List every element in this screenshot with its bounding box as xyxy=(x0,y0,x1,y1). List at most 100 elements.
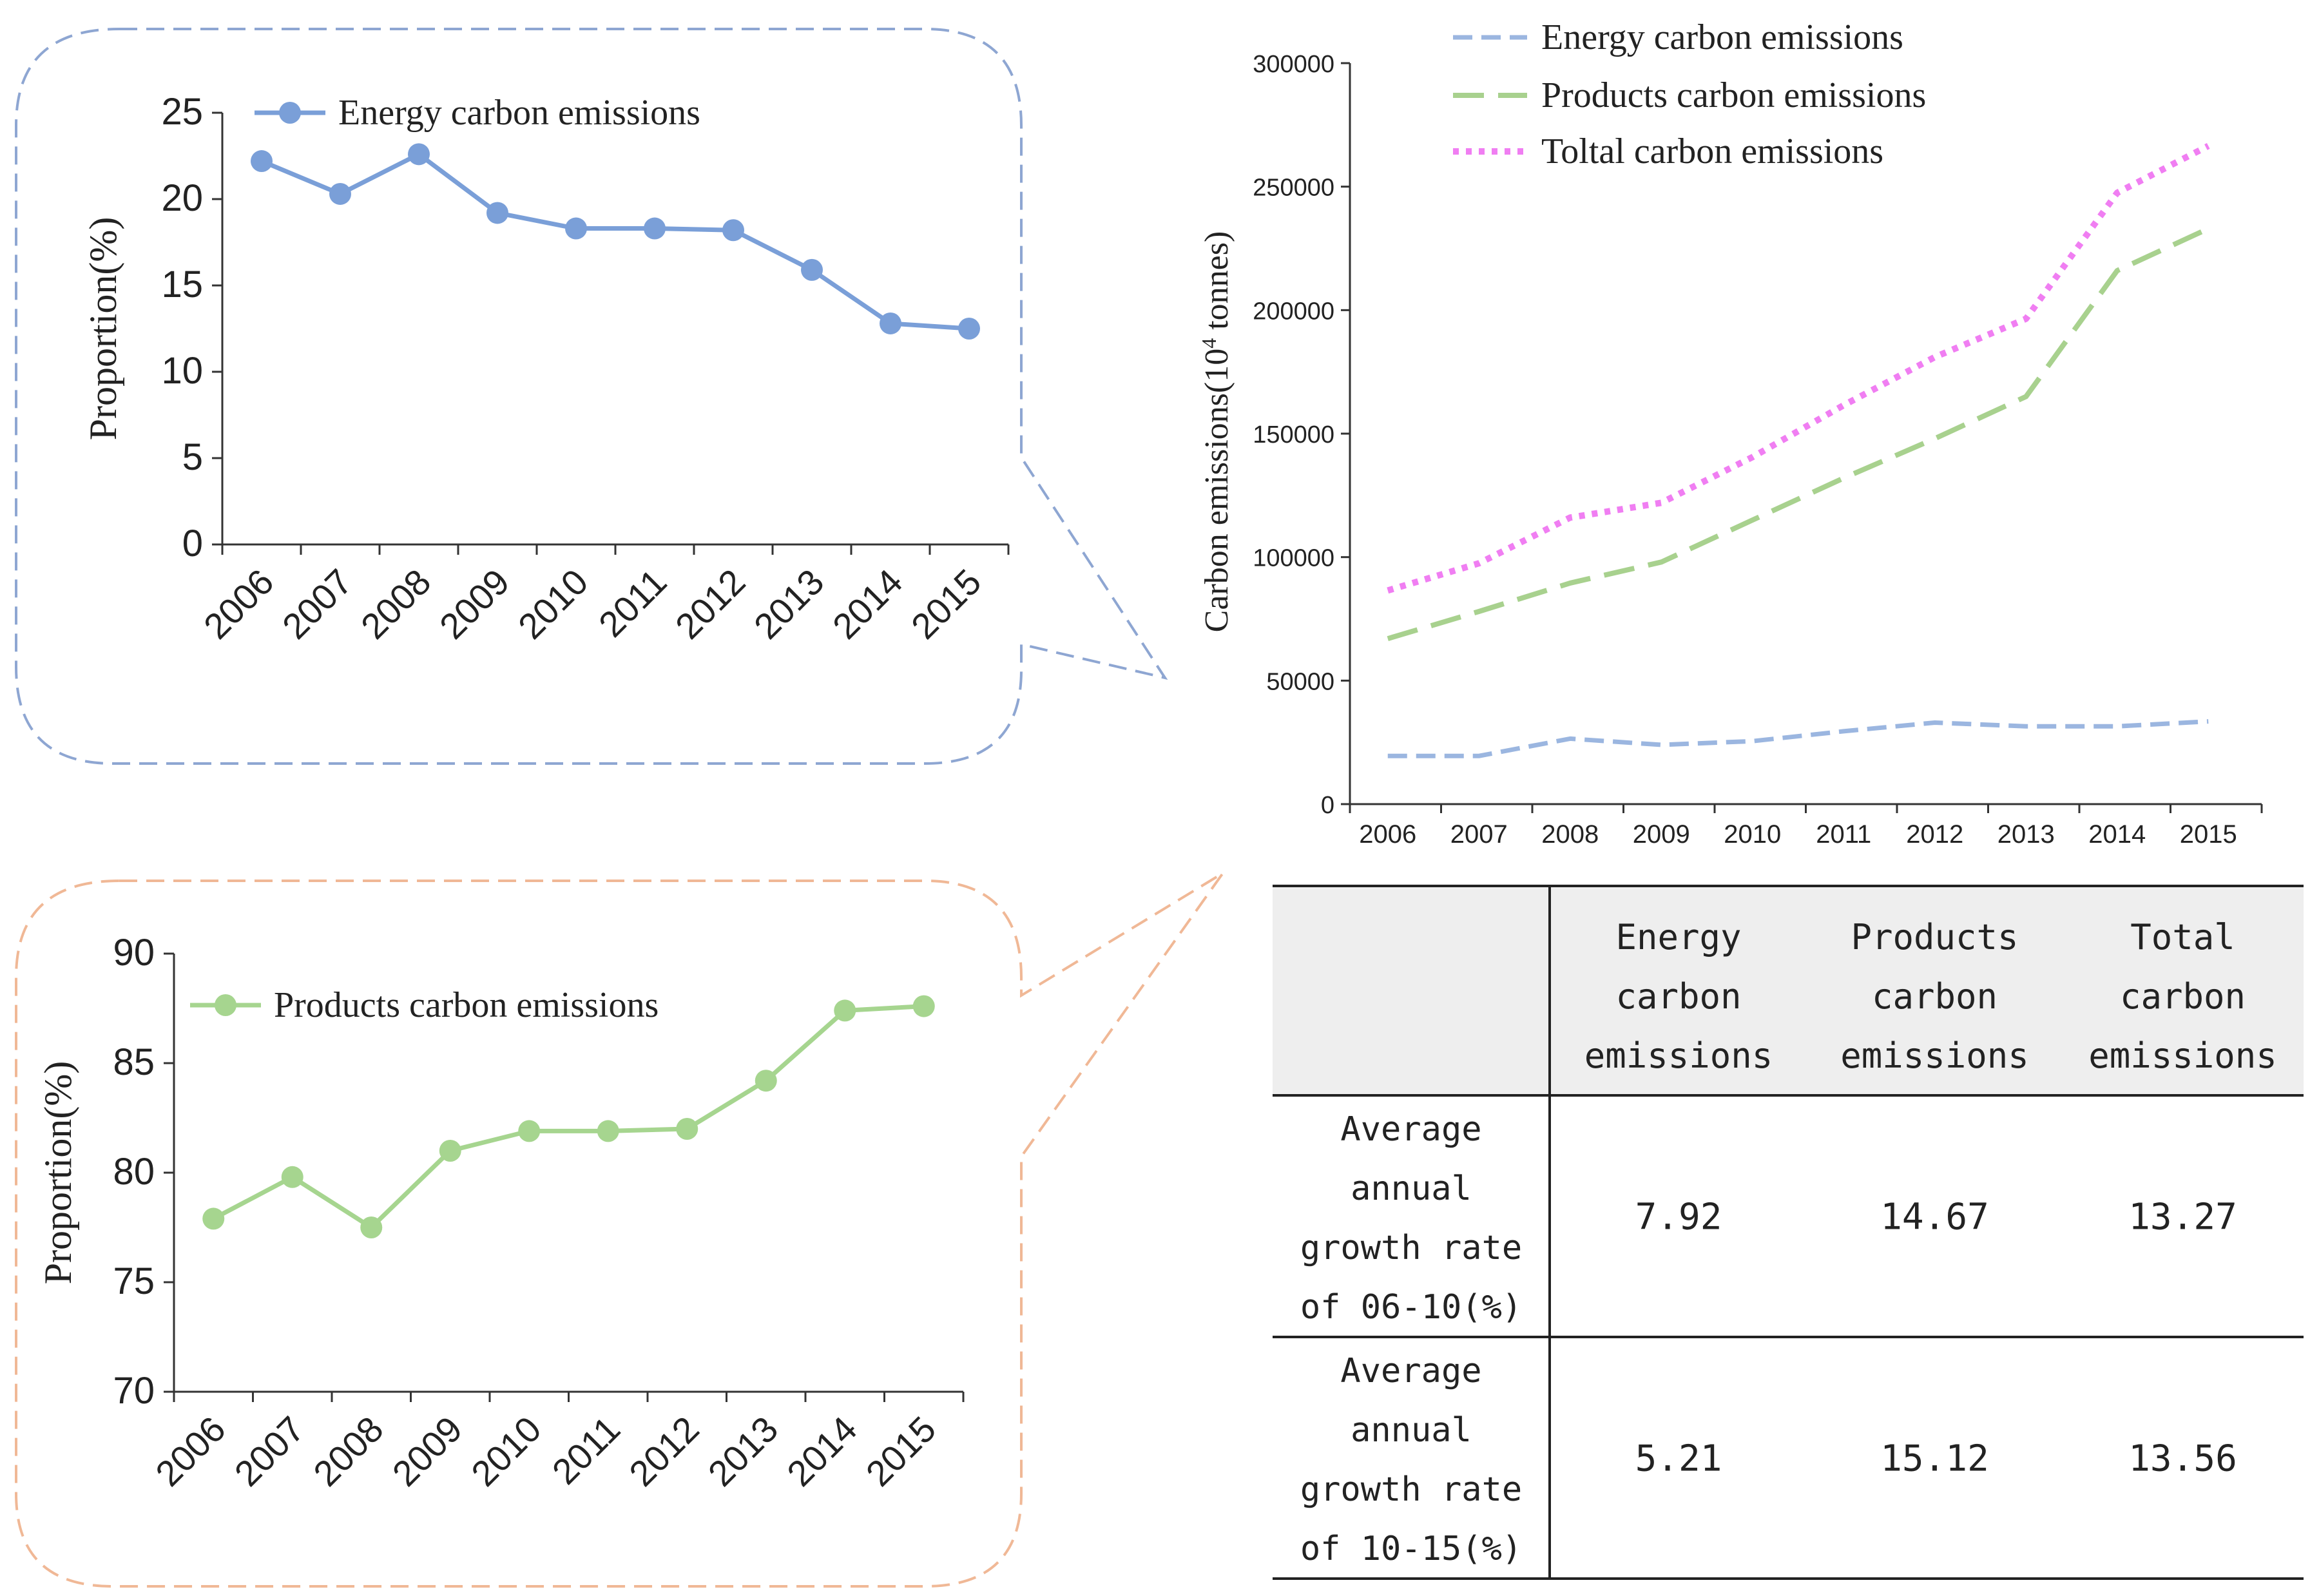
data-point xyxy=(486,202,508,224)
y-tick-label: 25 xyxy=(161,91,203,133)
legend-swatch-marker xyxy=(279,102,301,124)
x-tick-label: 2011 xyxy=(544,1409,628,1492)
data-point xyxy=(755,1070,777,1092)
x-tick-label: 2009 xyxy=(1633,820,1690,849)
y-tick-label: 300000 xyxy=(1253,51,1334,78)
x-tick-label: 2008 xyxy=(1541,820,1599,849)
y-axis-title: Proportion(%) xyxy=(37,1061,79,1285)
x-tick-label: 2007 xyxy=(274,561,360,647)
x-tick-label: 2014 xyxy=(2088,820,2146,849)
y-tick-label: 50000 xyxy=(1266,668,1334,695)
table-cell: 5.21 xyxy=(1635,1438,1722,1480)
x-tick-label: 2009 xyxy=(432,561,517,647)
x-tick-label: 2012 xyxy=(621,1409,707,1494)
table-row-label-line: of 10-15(%) xyxy=(1300,1530,1522,1568)
x-tick-label: 2006 xyxy=(1359,820,1416,849)
y-tick-label: 85 xyxy=(113,1041,155,1083)
y-tick-label: 250000 xyxy=(1253,175,1334,202)
x-tick-label: 2007 xyxy=(1450,820,1508,849)
data-point xyxy=(958,318,980,340)
data-point xyxy=(518,1120,541,1142)
products-proportion-chart: 7075808590200620072008200920102011201220… xyxy=(37,932,965,1494)
table-header-cell-line: carbon xyxy=(2120,976,2246,1017)
x-tick-label: 2014 xyxy=(825,561,910,647)
x-tick-label: 2015 xyxy=(858,1409,944,1494)
table-row-label-line: growth rate xyxy=(1300,1470,1522,1509)
data-point xyxy=(880,312,901,334)
y-axis-title-unit: tonnes) xyxy=(1198,231,1235,338)
x-tick-label: 2013 xyxy=(1997,820,2055,849)
legend-label: Energy carbon emissions xyxy=(338,93,700,133)
data-point xyxy=(644,217,666,240)
energy-proportion-chart: 0510152025200620072008200920102011201220… xyxy=(82,91,1010,647)
table-cell: 13.56 xyxy=(2128,1438,2237,1480)
table-header-cell-line: carbon xyxy=(1615,976,1741,1017)
x-tick-label: 2013 xyxy=(700,1409,786,1494)
table-cell: 15.12 xyxy=(1880,1438,1989,1480)
table-row-label-line: Average xyxy=(1340,1352,1481,1390)
x-tick-label: 2013 xyxy=(746,561,832,647)
data-point xyxy=(801,258,823,281)
series-line xyxy=(260,151,970,331)
x-tick-label: 2010 xyxy=(510,561,596,647)
series-line xyxy=(1387,719,2209,758)
series-line xyxy=(1387,226,2209,642)
data-point xyxy=(565,217,587,240)
legend-label: Products carbon emissions xyxy=(274,985,659,1025)
x-tick-label: 2008 xyxy=(353,561,439,647)
y-tick-label: 10 xyxy=(161,350,203,392)
x-tick-label: 2014 xyxy=(779,1409,865,1494)
data-point xyxy=(360,1216,383,1238)
data-point xyxy=(408,143,430,166)
x-tick-label: 2006 xyxy=(148,1409,233,1494)
x-tick-label: 2008 xyxy=(305,1409,391,1494)
y-tick-label: 5 xyxy=(182,436,203,478)
x-tick-label: 2011 xyxy=(591,561,675,645)
table-header-cell-line: Energy xyxy=(1615,917,1741,957)
y-tick-label: 70 xyxy=(113,1370,155,1412)
y-axis-title: Carbon emissions(104 tonnes) xyxy=(1197,231,1235,633)
callout-products-bubble xyxy=(15,872,1224,1588)
legend-label: Energy carbon emissions xyxy=(1541,17,1903,57)
y-axis-title: Proportion(%) xyxy=(82,217,124,441)
table-header-cell-line: carbon xyxy=(1872,976,1997,1017)
series-line xyxy=(212,1004,924,1230)
y-tick-label: 0 xyxy=(1321,792,1334,819)
data-point xyxy=(251,150,273,173)
y-tick-label: 100000 xyxy=(1253,545,1334,572)
data-point xyxy=(722,219,744,242)
legend-label: Toltal carbon emissions xyxy=(1541,131,1883,171)
y-tick-label: 80 xyxy=(113,1151,155,1193)
data-point xyxy=(834,999,856,1022)
y-axis-title-text: Carbon emissions(10 xyxy=(1198,349,1235,633)
table-row-label-line: annual xyxy=(1351,1169,1472,1208)
table-row-label-line: of 06-10(%) xyxy=(1300,1288,1522,1327)
table-row-label-line: Average xyxy=(1340,1110,1481,1149)
y-tick-label: 15 xyxy=(161,264,203,305)
data-point xyxy=(202,1207,225,1230)
y-axis-title-superscript: 4 xyxy=(1197,338,1220,349)
x-tick-label: 2011 xyxy=(1816,820,1871,849)
callout-energy-bubble xyxy=(15,28,1168,765)
table-header-cell-line: Products xyxy=(1851,917,2018,957)
y-tick-label: 20 xyxy=(161,177,203,219)
x-tick-label: 2010 xyxy=(1724,820,1781,849)
table-header-cell-line: emissions xyxy=(1840,1035,2029,1076)
data-point xyxy=(676,1118,698,1140)
y-tick-label: 150000 xyxy=(1253,421,1334,448)
x-tick-label: 2007 xyxy=(227,1409,313,1494)
legend-swatch-marker xyxy=(215,994,236,1016)
x-tick-label: 2012 xyxy=(668,561,753,647)
x-tick-label: 2006 xyxy=(196,561,282,647)
legend-label: Products carbon emissions xyxy=(1541,75,1926,115)
x-tick-label: 2010 xyxy=(463,1409,549,1494)
data-point xyxy=(281,1166,303,1188)
table-header-cell-line: emissions xyxy=(2088,1035,2277,1076)
y-tick-label: 75 xyxy=(113,1260,155,1302)
x-tick-label: 2015 xyxy=(2180,820,2237,849)
data-point xyxy=(912,995,935,1017)
table-row-label-line: growth rate xyxy=(1300,1229,1522,1267)
y-tick-label: 0 xyxy=(182,523,203,564)
series-line xyxy=(1387,142,2210,594)
